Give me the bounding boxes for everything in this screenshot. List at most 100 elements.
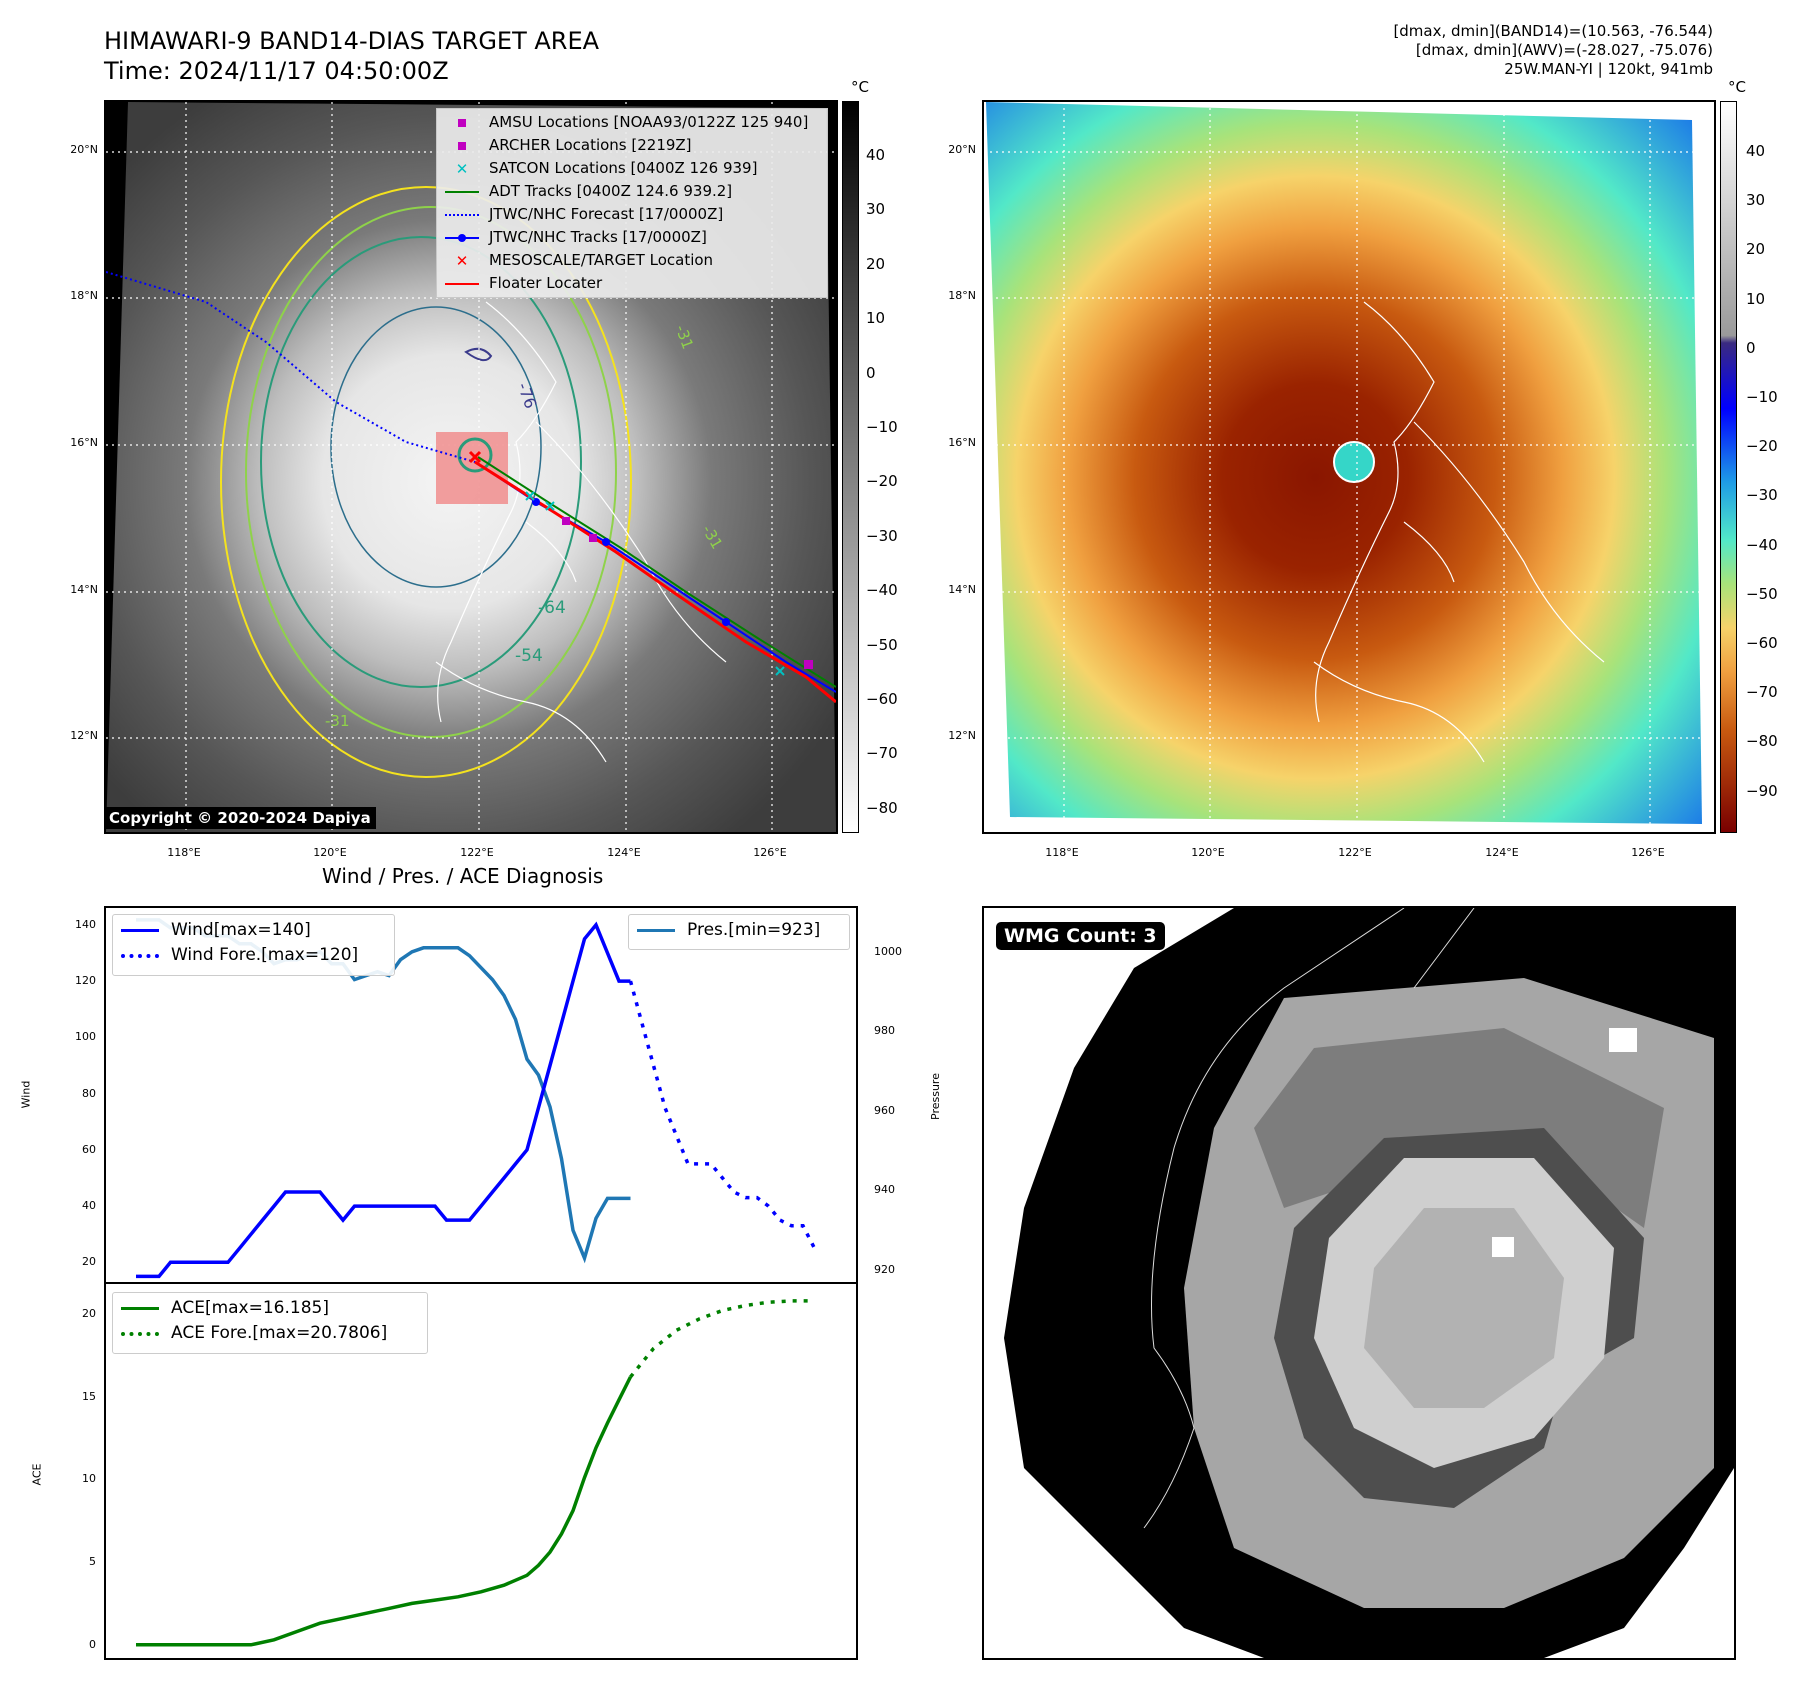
wmg-warm-spot — [1609, 1028, 1637, 1052]
colorbar-tick: −50 — [1746, 584, 1778, 603]
colorbar-tick: 20 — [866, 254, 886, 273]
amsu-archer-markers — [562, 517, 813, 669]
lon-label: 124°E — [607, 846, 641, 859]
series-line — [628, 980, 817, 1250]
lon-label: 126°E — [1631, 846, 1665, 859]
cbar-left-unit: °C — [851, 78, 869, 96]
colorbar-tick: −20 — [866, 472, 898, 491]
copyright-label: Copyright © 2020-2024 Dapiya — [104, 807, 376, 829]
colorbar-tick: −70 — [1746, 683, 1778, 702]
lon-label: 122°E — [1338, 846, 1372, 859]
colorbar-tick: 0 — [1746, 338, 1756, 357]
colorbar-tick: −80 — [1746, 732, 1778, 751]
lon-label: 118°E — [1045, 846, 1079, 859]
axis-tick-label: 80 — [82, 1086, 96, 1100]
axis-tick-label: 5 — [89, 1555, 96, 1569]
colorbar-tick: −50 — [866, 635, 898, 654]
dotted-line-icon — [443, 205, 481, 225]
wmg-eye-core — [1364, 1208, 1564, 1408]
lat-label: 20°N — [948, 143, 976, 156]
lat-label: 14°N — [948, 583, 976, 596]
legend-ace-forecast: ACE Fore.[max=20.7806] — [121, 1321, 419, 1346]
colorbar-tick: 10 — [1746, 289, 1766, 308]
wmg-coastline — [1143, 908, 1475, 1529]
colorbar-tick: −30 — [866, 526, 898, 545]
colorbar-tick: 40 — [866, 146, 886, 164]
colorbar-tick: −10 — [866, 418, 898, 436]
colorbar-tick: −90 — [1746, 781, 1778, 800]
legend-item-mesoscale: ✕ MESOSCALE/TARGET Location — [443, 249, 821, 272]
ace-legend: ACE[max=16.185] ACE Fore.[max=20.7806] — [112, 1292, 428, 1354]
solid-line-icon — [121, 929, 159, 932]
x-marker-icon: ✕ — [455, 251, 469, 270]
lat-label: 20°N — [70, 143, 98, 156]
adt-track — [477, 456, 836, 688]
colorbar-tick: 20 — [1746, 240, 1766, 259]
diagnostic-summary: [dmax, dmin](BAND14)=(10.563, -76.544) [… — [1393, 22, 1713, 79]
diagnosis-title: Wind / Pres. / ACE Diagnosis — [322, 864, 604, 888]
legend-wind-forecast: Wind Fore.[max=120] — [121, 943, 386, 968]
lon-label: 124°E — [1485, 846, 1519, 859]
series-line — [136, 1376, 633, 1647]
ace-chart — [136, 1299, 815, 1647]
square-marker-icon — [443, 136, 481, 156]
contour-label: -31 — [325, 712, 350, 730]
colorbar-tick: −80 — [866, 798, 898, 817]
lon-label: 126°E — [753, 846, 787, 859]
colorbar-tick: −60 — [866, 690, 898, 708]
solid-line-icon — [637, 929, 675, 932]
ace-panel — [104, 1282, 858, 1660]
chart-title: HIMAWARI-9 BAND14-DIAS TARGET AREA Time:… — [104, 26, 599, 86]
colorbar-tick: −10 — [1746, 388, 1778, 406]
axis-tick-label: 15 — [82, 1389, 96, 1403]
legend-pressure: Pres.[min=923] — [637, 918, 841, 943]
legend-item-jtwc-forecast: JTWC/NHC Forecast [17/0000Z] — [443, 203, 821, 226]
contour-light-green — [245, 206, 617, 738]
legend-item-floater: Floater Locater — [443, 272, 821, 295]
awv-gridlines — [984, 102, 1714, 832]
axis-tick-label: 940 — [874, 1183, 895, 1197]
axis-tick-label: 60 — [82, 1142, 96, 1156]
lat-label: 18°N — [70, 289, 98, 302]
dotted-line-icon — [121, 953, 159, 958]
colorbar-tick: 30 — [866, 200, 886, 219]
wind-legend: Wind[max=140] Wind Fore.[max=120] — [112, 914, 395, 976]
axis-tick-label: 40 — [82, 1199, 96, 1213]
contour-yellow — [220, 186, 632, 778]
colorbar-tick: −30 — [1746, 486, 1778, 505]
mesoscale-target-box — [436, 432, 508, 504]
awv-range: [dmax, dmin](AWV)=(-28.027, -75.076) — [1415, 41, 1713, 59]
lat-label: 18°N — [948, 289, 976, 302]
line-marker-icon — [443, 274, 481, 294]
wmg-count-badge: WMG Count: 3 — [996, 922, 1165, 950]
legend-item-amsu: AMSU Locations [NOAA93/0122Z 125 940] — [443, 111, 821, 134]
lon-label: 122°E — [460, 846, 494, 859]
cbar-right — [1720, 101, 1737, 833]
legend-wind: Wind[max=140] — [121, 918, 386, 943]
wmg-panel — [982, 906, 1736, 1660]
contour-cold-core — [464, 347, 493, 362]
wmg-image — [1004, 908, 1734, 1658]
lat-label: 12°N — [70, 729, 98, 742]
colorbar-tick: −20 — [1746, 437, 1778, 456]
coastline — [435, 301, 727, 763]
axis-tick-label: 20 — [82, 1306, 96, 1320]
colorbar-tick: 40 — [1746, 142, 1766, 160]
contour-label: -54 — [515, 646, 543, 666]
legend-ace: ACE[max=16.185] — [121, 1296, 419, 1321]
ir-map-legend: AMSU Locations [NOAA93/0122Z 125 940] AR… — [436, 108, 828, 298]
lat-label: 16°N — [948, 436, 976, 449]
awv-eye — [1334, 442, 1374, 482]
cbar-left — [842, 101, 859, 833]
cbar-right-unit: °C — [1728, 78, 1746, 96]
legend-item-adt: ADT Tracks [0400Z 124.6 939.2] — [443, 180, 821, 203]
title-line-2: Time: 2024/11/17 04:50:00Z — [104, 57, 449, 85]
axis-tick-label: 960 — [874, 1103, 895, 1117]
legend-item-satcon: ✕ SATCON Locations [0400Z 126 939] — [443, 157, 821, 180]
floater-locater-track — [474, 460, 836, 704]
eye-contour — [457, 437, 493, 473]
pressure-axis-label: Pressure — [928, 1073, 942, 1120]
dotted-line-icon — [121, 1331, 159, 1336]
colorbar-tick: −40 — [1746, 535, 1778, 554]
colorbar-tick: −40 — [866, 581, 898, 600]
